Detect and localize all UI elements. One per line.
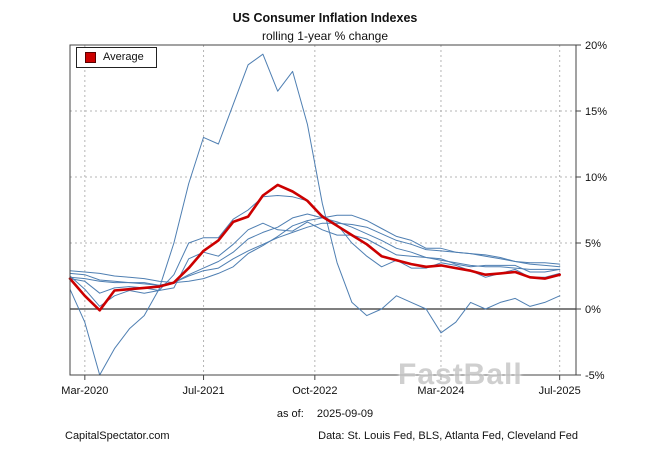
series-line-index-6 (69, 222, 561, 286)
y-tick-label: 10% (585, 172, 607, 184)
series-line-index-1 (69, 53, 561, 376)
x-tick-label: Jul-2025 (539, 385, 581, 397)
legend-box: Average (76, 47, 157, 68)
series-line-average (68, 183, 562, 312)
as-of-line: as of: 2025-09-09 (0, 408, 650, 420)
legend-average-swatch (85, 52, 96, 63)
chart-title: US Consumer Inflation Indexes (232, 11, 418, 25)
x-tick-label: Mar-2024 (417, 385, 464, 397)
legend-average-label: Average (103, 51, 144, 63)
data-source-credit: Data: St. Louis Fed, BLS, Atlanta Fed, C… (318, 430, 578, 442)
site-credit: CapitalSpectator.com (65, 430, 170, 442)
series-line-index-5 (69, 213, 561, 286)
chart-subtitle: rolling 1-year % change (261, 29, 389, 43)
watermark-text: FastBall (398, 358, 523, 391)
x-tick-label: Oct-2022 (292, 385, 337, 397)
y-tick-label: -5% (585, 370, 605, 382)
series-line-index-4 (69, 214, 561, 284)
y-tick-label: 20% (585, 40, 607, 52)
plot-border (69, 44, 577, 376)
y-tick-label: 0% (585, 304, 601, 316)
as-of-date: 2025-09-09 (316, 408, 374, 420)
y-tick-label: 5% (585, 238, 601, 250)
y-tick-label: 15% (585, 106, 607, 118)
x-tick-label: Jul-2021 (182, 385, 224, 397)
x-tick-label: Mar-2020 (61, 385, 108, 397)
as-of-label: as of: (276, 408, 304, 420)
